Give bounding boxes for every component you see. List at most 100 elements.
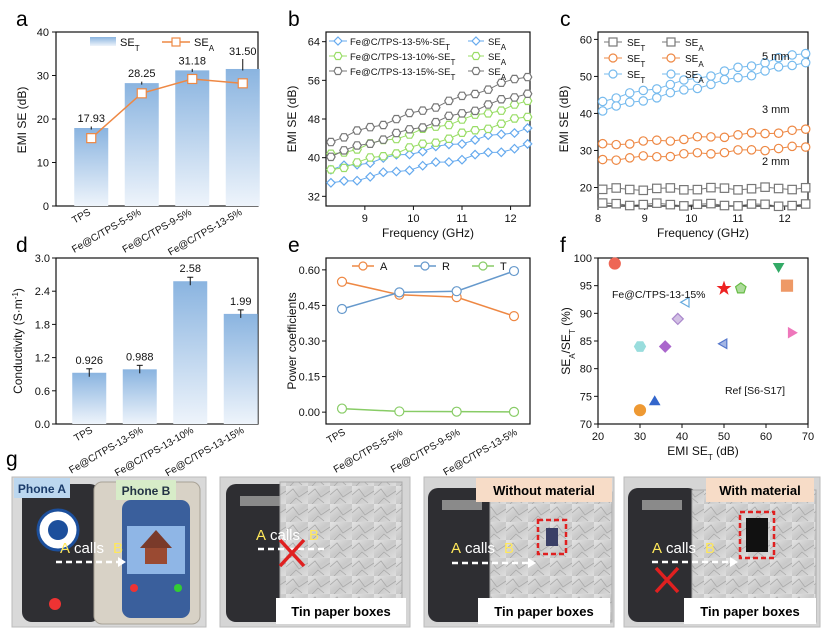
y-tick-label: 40: [580, 108, 592, 120]
series-marker: [679, 148, 689, 159]
series-marker: [496, 106, 507, 115]
tin-label-3: Tin paper boxes: [494, 604, 593, 619]
bar-se-t: [124, 83, 159, 206]
y-tick-label: 0.6: [35, 386, 50, 398]
series-marker: [746, 183, 757, 194]
series-marker: [404, 143, 415, 152]
series-marker: [800, 48, 811, 59]
series-marker: [365, 122, 376, 132]
series-marker: [391, 128, 402, 138]
series-marker: [417, 106, 428, 115]
chart-c: 8 9 10 11 12 20 30 40 50 60 Frequency (GHz) EMI SE …: [557, 31, 811, 240]
series-marker: [706, 79, 716, 90]
legend-label: SEA: [685, 38, 704, 53]
series-marker: [773, 52, 784, 63]
series-marker: [352, 175, 363, 186]
coef-marker-R: [508, 265, 520, 277]
y-tick-label: 20: [37, 114, 49, 126]
series-marker: [692, 147, 703, 158]
call-b-3: B: [504, 540, 514, 557]
y-tick-label: 0.0: [35, 419, 50, 431]
series-marker: [456, 138, 468, 150]
coef-marker-R: [394, 287, 405, 298]
y-tick-label: 30: [580, 145, 592, 157]
value-label: 28.25: [128, 68, 156, 80]
y-tick-label: 10: [37, 158, 49, 170]
chart-f: 20 30 40 50 60 70 70 75 80 85 90 95 100 EMI SET (dB) S…: [559, 253, 814, 462]
series-marker: [611, 183, 621, 193]
bar-se-t: [175, 70, 210, 206]
blocked-mark-4: [654, 566, 680, 594]
series-marker: [624, 200, 635, 211]
series-marker: [611, 155, 621, 165]
y-tick-label: 30: [37, 71, 49, 83]
series-marker: [706, 132, 716, 142]
series-marker: [746, 70, 757, 81]
tin-label-4: Tin paper boxes: [700, 604, 799, 619]
conductivity-bar: [72, 372, 107, 424]
panel-letter-b: b: [288, 8, 300, 31]
annotation-2mm: 2 mm: [762, 156, 790, 168]
series-marker: [352, 141, 362, 150]
sample-region-3: [536, 518, 568, 556]
call-word-3: calls: [465, 540, 495, 557]
panel-letter-e: e: [288, 234, 300, 257]
y-tick-label: 60: [580, 34, 592, 46]
series-marker: [651, 135, 662, 146]
scatter-point-3: [648, 395, 661, 406]
series-marker: [522, 89, 533, 99]
series-marker: [483, 124, 494, 134]
series-marker: [417, 139, 428, 148]
x-tick-label: TPS: [70, 207, 93, 226]
sample-region-4: [738, 510, 776, 560]
series-marker: [651, 183, 662, 194]
y-axis-label: Power coefficients: [285, 292, 299, 389]
series-marker: [679, 185, 689, 195]
series-marker: [391, 149, 402, 158]
series-marker: [509, 93, 520, 102]
scatter-point-11: [780, 279, 794, 292]
series-marker: [692, 73, 703, 84]
series-marker: [444, 111, 454, 121]
series-marker: [773, 183, 784, 194]
series-marker: [339, 146, 349, 155]
series-marker: [509, 100, 520, 109]
series-marker: [773, 62, 784, 72]
legend-marker: [478, 261, 488, 271]
coef-marker-R: [336, 303, 348, 315]
series-marker: [325, 177, 336, 188]
series-marker: [339, 163, 349, 173]
series-marker: [719, 74, 730, 85]
series-marker: [624, 139, 635, 149]
series-marker: [597, 184, 608, 195]
scatter-point-1: [633, 404, 647, 417]
coef-marker-T: [451, 406, 462, 417]
series-marker: [378, 152, 389, 161]
series-marker: [638, 199, 649, 210]
series-line: [330, 143, 528, 184]
y-axis-label: EMI SE (dB): [557, 86, 571, 153]
material-sample: [746, 518, 768, 552]
coef-marker-T: [508, 406, 520, 418]
panel-letter-c: c: [560, 8, 571, 31]
series-marker: [706, 71, 716, 81]
legend-marker: [333, 51, 343, 61]
y-tick-label: 2.4: [35, 286, 50, 298]
scatter-point-8: [716, 280, 732, 295]
x-axis-label: Frequency (GHz): [657, 226, 749, 240]
scatter-point-2: [633, 341, 647, 352]
without-label: Without material: [493, 483, 595, 498]
value-label: 31.50: [229, 46, 257, 58]
legend-marker-se-a: [171, 37, 181, 47]
series-marker: [800, 199, 811, 209]
call-b: B: [113, 540, 123, 557]
call-word-4: calls: [666, 540, 696, 557]
series-marker: [365, 153, 376, 162]
series-marker: [496, 78, 507, 88]
legend-label: SEA: [685, 54, 704, 69]
legend-se-a: SEA: [194, 37, 215, 53]
value-label: 0.988: [126, 351, 154, 363]
series-marker: [719, 66, 730, 76]
coef-marker-A: [508, 311, 520, 322]
